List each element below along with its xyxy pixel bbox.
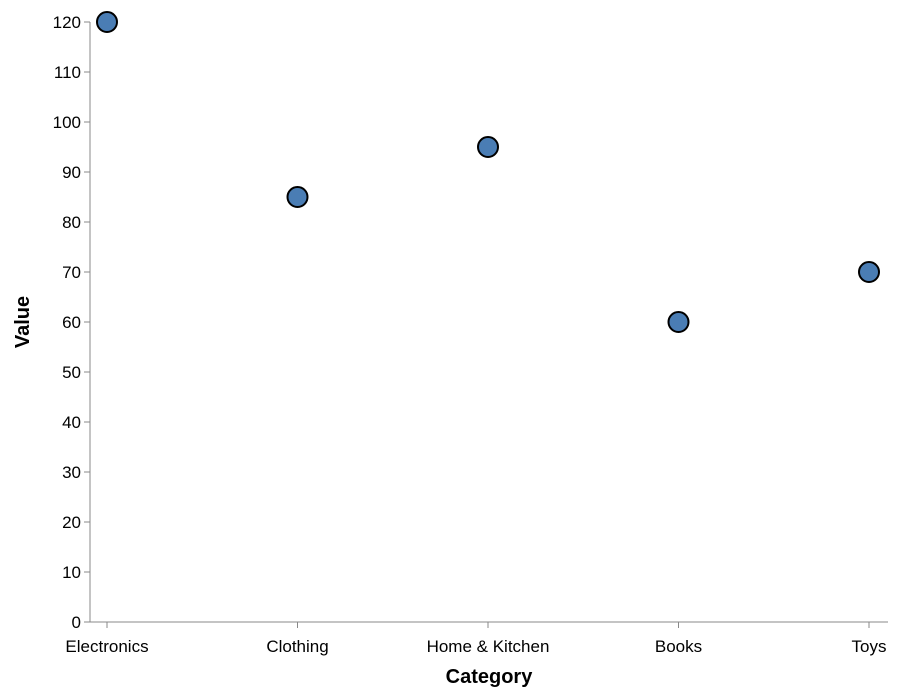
y-axis: 0 10 20 30 40 50 60 70 80 90 100 110 120 <box>53 13 91 632</box>
y-tick-label: 120 <box>53 13 81 32</box>
y-tick-label: 70 <box>62 263 81 282</box>
x-tick-label: Toys <box>852 637 887 656</box>
y-axis-title: Value <box>12 296 34 348</box>
y-tick-label: 110 <box>54 63 81 82</box>
y-tick-label: 10 <box>62 563 81 582</box>
y-tick-label: 20 <box>62 513 81 532</box>
x-tick-label: Home & Kitchen <box>427 637 550 656</box>
data-point[interactable] <box>477 136 499 158</box>
x-tick-label: Clothing <box>266 637 328 656</box>
data-point[interactable] <box>667 311 690 333</box>
x-axis: Electronics Clothing Home & Kitchen Books To… <box>65 621 888 656</box>
y-tick-label: 0 <box>72 613 81 632</box>
y-tick-label: 100 <box>53 113 81 132</box>
y-tick-label: 60 <box>62 313 81 332</box>
x-tick-label: Books <box>655 637 702 656</box>
y-tick-label: 40 <box>62 413 81 432</box>
data-point[interactable] <box>286 186 309 208</box>
x-axis-title: Category <box>446 666 534 688</box>
data-points <box>96 11 880 333</box>
y-tick-label: 80 <box>62 213 81 232</box>
x-tick-label: Electronics <box>65 637 148 656</box>
y-tick-label: 90 <box>62 163 81 182</box>
y-tick-label: 50 <box>62 363 81 382</box>
data-point[interactable] <box>96 11 118 33</box>
y-tick-label: 30 <box>62 463 81 482</box>
data-point[interactable] <box>858 261 880 283</box>
